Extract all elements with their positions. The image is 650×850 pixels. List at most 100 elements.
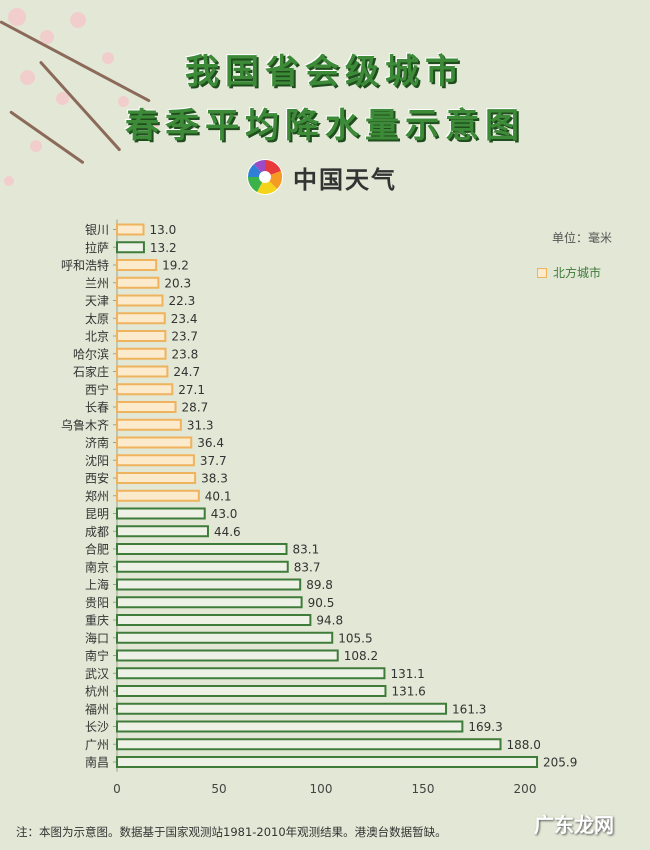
bar [116,383,174,396]
value-label: 205.9 [543,756,577,770]
bar [116,631,334,644]
bar [116,649,339,662]
value-label: 23.7 [171,330,198,344]
bar [116,543,288,555]
category-label: 乌鲁木齐 [61,417,109,432]
bar [116,720,464,733]
x-tick-label: 0 [113,782,121,796]
bar [116,276,160,289]
bar [116,578,302,591]
category-label: 天津 [85,294,109,308]
chart-title-line2: 春季平均降水量示意图 [125,106,525,146]
x-tick-label: 100 [310,782,333,796]
category-label: 上海 [85,577,109,592]
bar [116,685,387,697]
category-label: 太原 [85,311,109,326]
category-label: 南昌 [85,755,109,770]
value-label: 90.5 [308,596,335,610]
bar [116,596,303,609]
chart-title-line1: 我国省会级城市 [185,52,465,92]
value-label: 20.3 [164,276,191,290]
category-label: 武汉 [85,667,109,681]
category-label: 郑州 [85,488,109,503]
x-tick-label: 150 [412,782,435,796]
category-label: 合肥 [85,542,109,557]
value-label: 188.0 [507,738,541,752]
value-label: 83.1 [293,543,320,557]
category-label: 成都 [85,525,109,539]
value-label: 31.3 [187,418,214,432]
category-label: 重庆 [85,614,109,628]
value-label: 38.3 [201,472,228,486]
category-label: 福州 [85,701,109,716]
bar [116,472,197,484]
value-label: 19.2 [162,259,189,273]
bar [116,365,169,378]
bar [116,294,164,307]
value-label: 27.1 [178,383,205,397]
value-label: 23.4 [171,312,198,326]
value-label: 44.6 [214,525,241,539]
category-label: 南京 [85,559,109,574]
value-label: 83.7 [294,560,321,574]
bar [116,614,312,626]
value-label: 108.2 [344,649,378,663]
value-label: 13.0 [150,223,177,237]
value-label: 40.1 [205,489,232,503]
bar [116,330,167,342]
value-label: 89.8 [306,578,333,592]
category-label: 兰州 [85,276,109,290]
value-label: 131.6 [391,685,425,699]
bar [116,223,145,236]
bar [116,436,193,449]
value-label: 22.3 [168,294,195,308]
bar [116,525,209,538]
value-label: 36.4 [197,436,224,450]
pinwheel-logo-icon [247,159,283,195]
category-label: 海口 [85,630,109,645]
category-label: 贵阳 [85,596,109,610]
category-label: 哈尔滨 [73,346,109,361]
bar [116,489,200,502]
legend-swatch [537,267,547,278]
value-label: 161.3 [452,702,486,716]
bar [116,418,182,431]
bar [116,454,195,467]
value-label: 24.7 [173,365,200,379]
category-label: 昆明 [85,507,109,521]
value-label: 94.8 [316,614,343,628]
category-label: 长春 [85,401,109,415]
value-label: 13.2 [150,241,177,255]
category-label: 长沙 [85,720,109,734]
brand: 中国天气 [245,157,397,197]
category-label: 沈阳 [85,453,109,468]
bar [116,560,289,573]
bar [116,507,206,520]
bar [116,702,448,715]
category-label: 南宁 [85,648,109,663]
watermark: 广东龙网 [534,813,614,837]
bar [116,259,158,271]
brand-name: 中国天气 [293,165,397,194]
value-label: 169.3 [468,720,502,734]
category-label: 石家庄 [73,364,109,379]
category-label: 西安 [85,471,109,486]
unit-label: 单位：毫米 [551,231,612,245]
legend-label: 北方城市 [553,266,602,280]
bar [116,312,166,325]
category-label: 济南 [85,435,109,450]
bar [116,738,502,751]
category-label: 呼和浩特 [61,258,109,273]
legend: 北方城市 [537,264,601,281]
category-label: 拉萨 [85,240,109,255]
bar [116,241,145,254]
footnote: 注：本图为示意图。数据基于国家观测站1981-2010年观测结果。港澳台数据暂缺… [16,825,447,839]
x-tick-label: 200 [514,782,537,796]
category-label: 西宁 [85,382,109,397]
value-label: 131.1 [390,667,424,681]
value-label: 23.8 [172,347,199,361]
category-label: 北京 [85,330,109,344]
value-label: 37.7 [200,454,227,468]
value-label: 28.7 [182,401,209,415]
